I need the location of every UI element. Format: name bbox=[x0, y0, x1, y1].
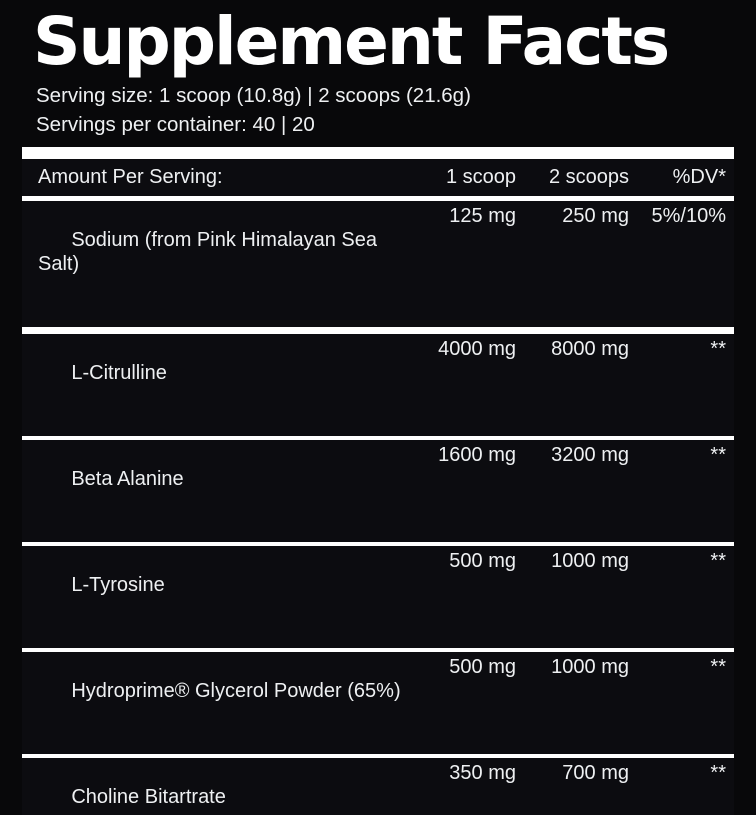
dv-value: ** bbox=[710, 444, 726, 467]
ingredient-name-cell: L-Citrulline bbox=[38, 337, 421, 433]
amount-2-scoops: 8000 mg bbox=[551, 338, 629, 361]
amount-2-scoops: 1000 mg bbox=[551, 656, 629, 679]
amount-2-scoops: 3200 mg bbox=[551, 444, 629, 467]
ingredient-name-cell: Choline Bitartrate bbox=[38, 761, 421, 815]
dv-value: ** bbox=[710, 762, 726, 785]
ingredient-row: Beta Alanine 1600 mg 3200 mg ** bbox=[22, 440, 734, 542]
ingredient-name: Beta Alanine bbox=[71, 468, 184, 491]
servings-per-container-line: Servings per container: 40 | 20 bbox=[36, 113, 315, 137]
amount-1-scoop: 500 mg bbox=[449, 550, 516, 573]
column-label-2-scoops: 2 scoops bbox=[548, 166, 629, 189]
column-label-1-scoop: 1 scoop bbox=[445, 166, 516, 189]
ingredient-name: Sodium (from Pink Himalayan Sea Salt) bbox=[38, 229, 383, 276]
ingredient-row: Choline Bitartrate 350 mg 700 mg ** bbox=[22, 758, 734, 815]
amount-2-scoops: 250 mg bbox=[562, 205, 629, 228]
ingredient-name: L-Citrulline bbox=[71, 362, 167, 385]
ingredient-name: Choline Bitartrate bbox=[71, 786, 226, 809]
amount-1-scoop: 500 mg bbox=[449, 656, 516, 679]
ingredient-name-cell: L-Tyrosine bbox=[38, 549, 421, 645]
amount-1-scoop: 350 mg bbox=[449, 762, 516, 785]
ingredient-row: Hydroprime® Glycerol Powder (65%) 500 mg… bbox=[22, 652, 734, 754]
dv-value: ** bbox=[710, 550, 726, 573]
amount-1-scoop: 4000 mg bbox=[438, 338, 516, 361]
row-separator bbox=[22, 327, 734, 335]
amount-1-scoop: 125 mg bbox=[449, 205, 516, 228]
ingredient-name-cell: Sodium (from Pink Himalayan Sea Salt) bbox=[38, 204, 421, 324]
ingredient-name-cell: Beta Alanine bbox=[38, 443, 421, 539]
page-title: Supplement Facts bbox=[33, 3, 670, 80]
ingredient-row: L-Citrulline 4000 mg 8000 mg ** bbox=[22, 334, 734, 436]
amount-2-scoops: 1000 mg bbox=[551, 550, 629, 573]
ingredient-row: L-Tyrosine 500 mg 1000 mg ** bbox=[22, 546, 734, 648]
dv-value: ** bbox=[710, 656, 726, 679]
amount-1-scoop: 1600 mg bbox=[438, 444, 516, 467]
top-thick-divider bbox=[22, 147, 734, 160]
header-divider bbox=[22, 196, 734, 202]
table-header-row: Amount Per Serving: 1 scoop 2 scoops %DV… bbox=[22, 159, 734, 196]
ingredient-row: Sodium (from Pink Himalayan Sea Salt) 12… bbox=[22, 201, 734, 327]
serving-info: Serving size: 1 scoop (10.8g) | 2 scoops… bbox=[36, 81, 734, 139]
row-separator bbox=[22, 648, 734, 653]
ingredient-rows: Sodium (from Pink Himalayan Sea Salt) 12… bbox=[22, 201, 734, 815]
ingredient-name: Hydroprime® Glycerol Powder (65%) bbox=[71, 680, 401, 703]
ingredient-name: L-Tyrosine bbox=[71, 574, 165, 597]
facts-panel: Amount Per Serving: 1 scoop 2 scoops %DV… bbox=[22, 147, 734, 815]
serving-size-line: Serving size: 1 scoop (10.8g) | 2 scoops… bbox=[36, 84, 471, 108]
row-separator bbox=[22, 436, 734, 441]
dv-value: ** bbox=[710, 338, 726, 361]
row-separator bbox=[22, 542, 734, 547]
column-label-amount-per-serving: Amount Per Serving: bbox=[38, 166, 223, 189]
amount-2-scoops: 700 mg bbox=[562, 762, 629, 785]
ingredient-name-cell: Hydroprime® Glycerol Powder (65%) bbox=[38, 655, 421, 751]
dv-value: 5%/10% bbox=[651, 205, 727, 228]
row-separator bbox=[22, 754, 734, 759]
column-label-percent-dv: %DV* bbox=[672, 166, 726, 189]
